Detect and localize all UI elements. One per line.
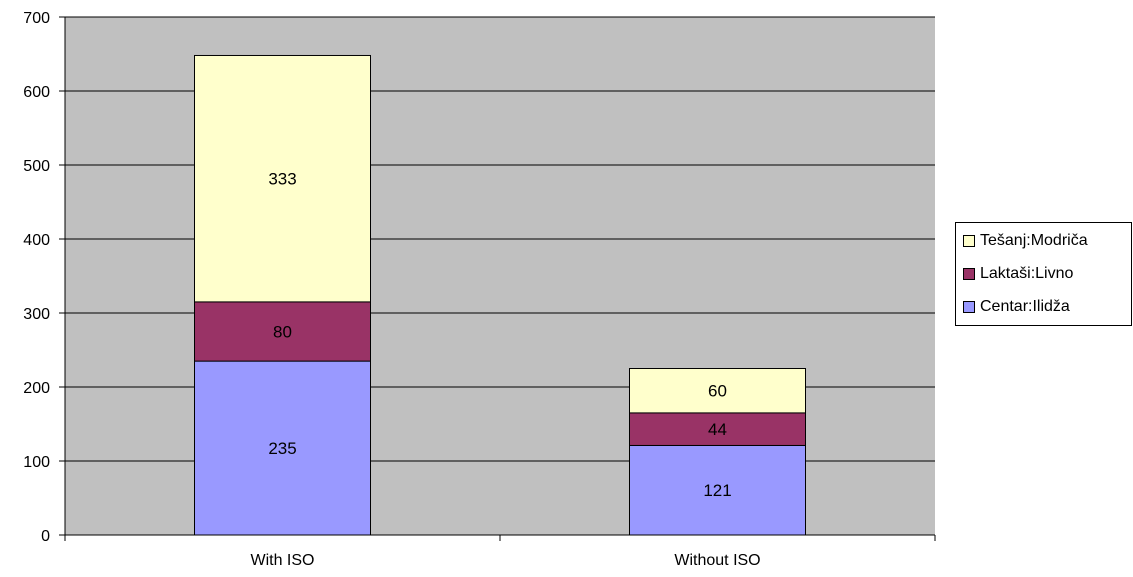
legend-swatch-tesanj-modrica bbox=[963, 235, 975, 247]
x-axis-ticks: With ISO Without ISO bbox=[64, 535, 936, 569]
legend: Tešanj:Modriča Laktaši:Livno Centar:Ilid… bbox=[955, 222, 1132, 326]
data-labels: 235 80 333 121 44 60 bbox=[268, 170, 731, 501]
legend-item-tesanj-modrica: Tešanj:Modriča bbox=[963, 231, 1088, 251]
x-category-label: Without ISO bbox=[674, 552, 760, 569]
bar-segment bbox=[629, 444, 806, 536]
legend-item-laktasi-livno: Laktaši:Livno bbox=[963, 264, 1073, 284]
bar-segment bbox=[629, 368, 806, 414]
bar-segment bbox=[194, 301, 371, 362]
data-label: 121 bbox=[703, 481, 731, 500]
y-tick-label: 700 bbox=[23, 10, 50, 27]
y-tick-label: 0 bbox=[41, 528, 50, 545]
legend-swatch-laktasi-livno bbox=[963, 268, 975, 280]
y-tick-label: 100 bbox=[23, 454, 50, 471]
y-axis-ticks: 0 100 200 300 400 500 600 700 bbox=[23, 10, 65, 545]
y-tick-label: 200 bbox=[23, 380, 50, 397]
y-tick-label: 600 bbox=[23, 84, 50, 101]
data-label: 44 bbox=[708, 420, 727, 439]
x-category-label: With ISO bbox=[250, 552, 314, 569]
legend-label-centar-ilidza: Centar:Ilidža bbox=[980, 298, 1070, 315]
legend-item-centar-ilidza: Centar:Ilidža bbox=[963, 297, 1070, 317]
data-label: 60 bbox=[708, 382, 727, 401]
legend-swatch-centar-ilidza bbox=[963, 301, 975, 313]
y-tick-label: 300 bbox=[23, 306, 50, 323]
bars bbox=[194, 54, 806, 536]
bar-segment bbox=[629, 412, 806, 446]
y-tick-label: 500 bbox=[23, 158, 50, 175]
data-label: 80 bbox=[273, 323, 292, 342]
y-tick-label: 400 bbox=[23, 232, 50, 249]
data-label: 235 bbox=[268, 439, 296, 458]
legend-label-laktasi-livno: Laktaši:Livno bbox=[980, 265, 1074, 282]
bar-segment bbox=[194, 54, 371, 303]
legend-label-tesanj-modrica: Tešanj:Modriča bbox=[980, 232, 1088, 249]
data-label: 333 bbox=[268, 170, 296, 189]
